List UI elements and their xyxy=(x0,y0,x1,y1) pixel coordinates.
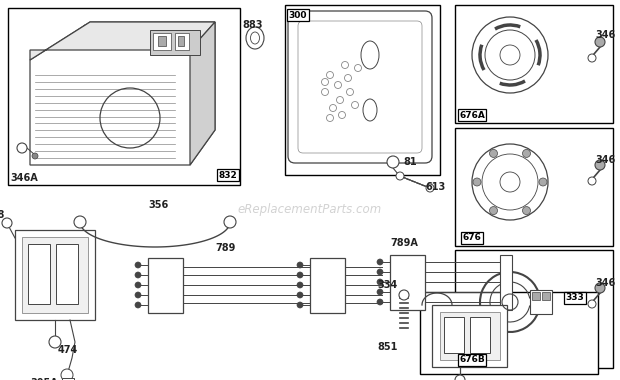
Bar xyxy=(8,8,240,185)
Bar xyxy=(530,290,552,314)
Bar xyxy=(470,317,490,353)
Bar xyxy=(455,250,613,368)
Circle shape xyxy=(523,149,531,157)
Circle shape xyxy=(32,153,38,159)
Circle shape xyxy=(297,262,303,268)
Bar xyxy=(440,312,500,360)
Circle shape xyxy=(377,289,383,295)
Polygon shape xyxy=(30,22,215,60)
Polygon shape xyxy=(35,25,205,160)
Circle shape xyxy=(61,369,73,380)
Circle shape xyxy=(135,302,141,308)
Circle shape xyxy=(224,216,236,228)
Circle shape xyxy=(399,290,409,300)
Text: 346: 346 xyxy=(595,30,615,40)
Circle shape xyxy=(426,184,434,192)
Bar xyxy=(62,378,74,380)
Text: 346A: 346A xyxy=(10,173,38,183)
Bar xyxy=(148,258,183,313)
Bar xyxy=(542,292,550,300)
Bar xyxy=(390,255,425,310)
Circle shape xyxy=(297,282,303,288)
Text: 258: 258 xyxy=(0,210,5,220)
Ellipse shape xyxy=(250,32,260,44)
Bar xyxy=(28,244,50,304)
Text: 474: 474 xyxy=(58,345,78,355)
FancyBboxPatch shape xyxy=(288,11,432,163)
Circle shape xyxy=(588,300,596,308)
Bar xyxy=(15,230,95,320)
Text: 346: 346 xyxy=(595,155,615,165)
Circle shape xyxy=(135,262,141,268)
Bar xyxy=(532,292,540,300)
Circle shape xyxy=(2,218,12,228)
Text: eReplacementParts.com: eReplacementParts.com xyxy=(238,203,382,215)
Circle shape xyxy=(17,143,27,153)
Circle shape xyxy=(377,279,383,285)
Bar xyxy=(175,33,189,50)
Text: 883: 883 xyxy=(242,20,262,30)
Circle shape xyxy=(377,299,383,305)
Bar xyxy=(432,305,507,367)
Bar xyxy=(310,258,345,313)
Circle shape xyxy=(135,272,141,278)
Circle shape xyxy=(595,283,605,293)
Bar xyxy=(22,237,88,313)
Circle shape xyxy=(396,172,404,180)
Circle shape xyxy=(387,156,399,168)
Circle shape xyxy=(377,259,383,265)
Bar xyxy=(455,5,613,123)
Bar xyxy=(150,30,200,55)
Bar xyxy=(153,33,171,50)
Circle shape xyxy=(297,302,303,308)
Bar xyxy=(285,5,440,175)
Circle shape xyxy=(135,282,141,288)
Circle shape xyxy=(490,149,497,157)
Circle shape xyxy=(74,216,86,228)
Text: 851: 851 xyxy=(378,342,398,352)
Circle shape xyxy=(455,375,465,380)
Bar xyxy=(178,36,184,46)
Text: 789A: 789A xyxy=(390,238,418,248)
Text: 676: 676 xyxy=(463,233,482,242)
Circle shape xyxy=(539,178,547,186)
Text: 334: 334 xyxy=(378,280,398,290)
Text: 676A: 676A xyxy=(459,111,485,119)
Text: 81: 81 xyxy=(403,157,417,167)
Circle shape xyxy=(595,37,605,47)
Bar xyxy=(444,317,464,353)
Text: 300: 300 xyxy=(289,11,308,19)
Circle shape xyxy=(588,54,596,62)
Ellipse shape xyxy=(246,27,264,49)
Bar xyxy=(158,36,166,46)
Circle shape xyxy=(523,207,531,215)
Circle shape xyxy=(588,177,596,185)
Circle shape xyxy=(49,336,61,348)
Circle shape xyxy=(595,160,605,170)
Bar xyxy=(420,292,598,374)
Text: 333: 333 xyxy=(565,293,585,302)
Circle shape xyxy=(473,178,481,186)
FancyBboxPatch shape xyxy=(298,21,422,153)
Text: 789: 789 xyxy=(215,243,236,253)
Bar xyxy=(500,255,512,310)
Bar xyxy=(455,128,613,246)
Text: 676B: 676B xyxy=(459,356,485,364)
Circle shape xyxy=(490,207,497,215)
Text: 832: 832 xyxy=(219,171,237,179)
Polygon shape xyxy=(190,22,215,165)
Text: 346: 346 xyxy=(595,278,615,288)
Text: 305A: 305A xyxy=(30,378,58,380)
Circle shape xyxy=(377,269,383,275)
Circle shape xyxy=(297,292,303,298)
Bar xyxy=(56,244,78,304)
Circle shape xyxy=(135,292,141,298)
Text: 613: 613 xyxy=(425,182,445,192)
Polygon shape xyxy=(30,22,215,165)
Circle shape xyxy=(297,272,303,278)
Text: 356: 356 xyxy=(148,200,168,210)
